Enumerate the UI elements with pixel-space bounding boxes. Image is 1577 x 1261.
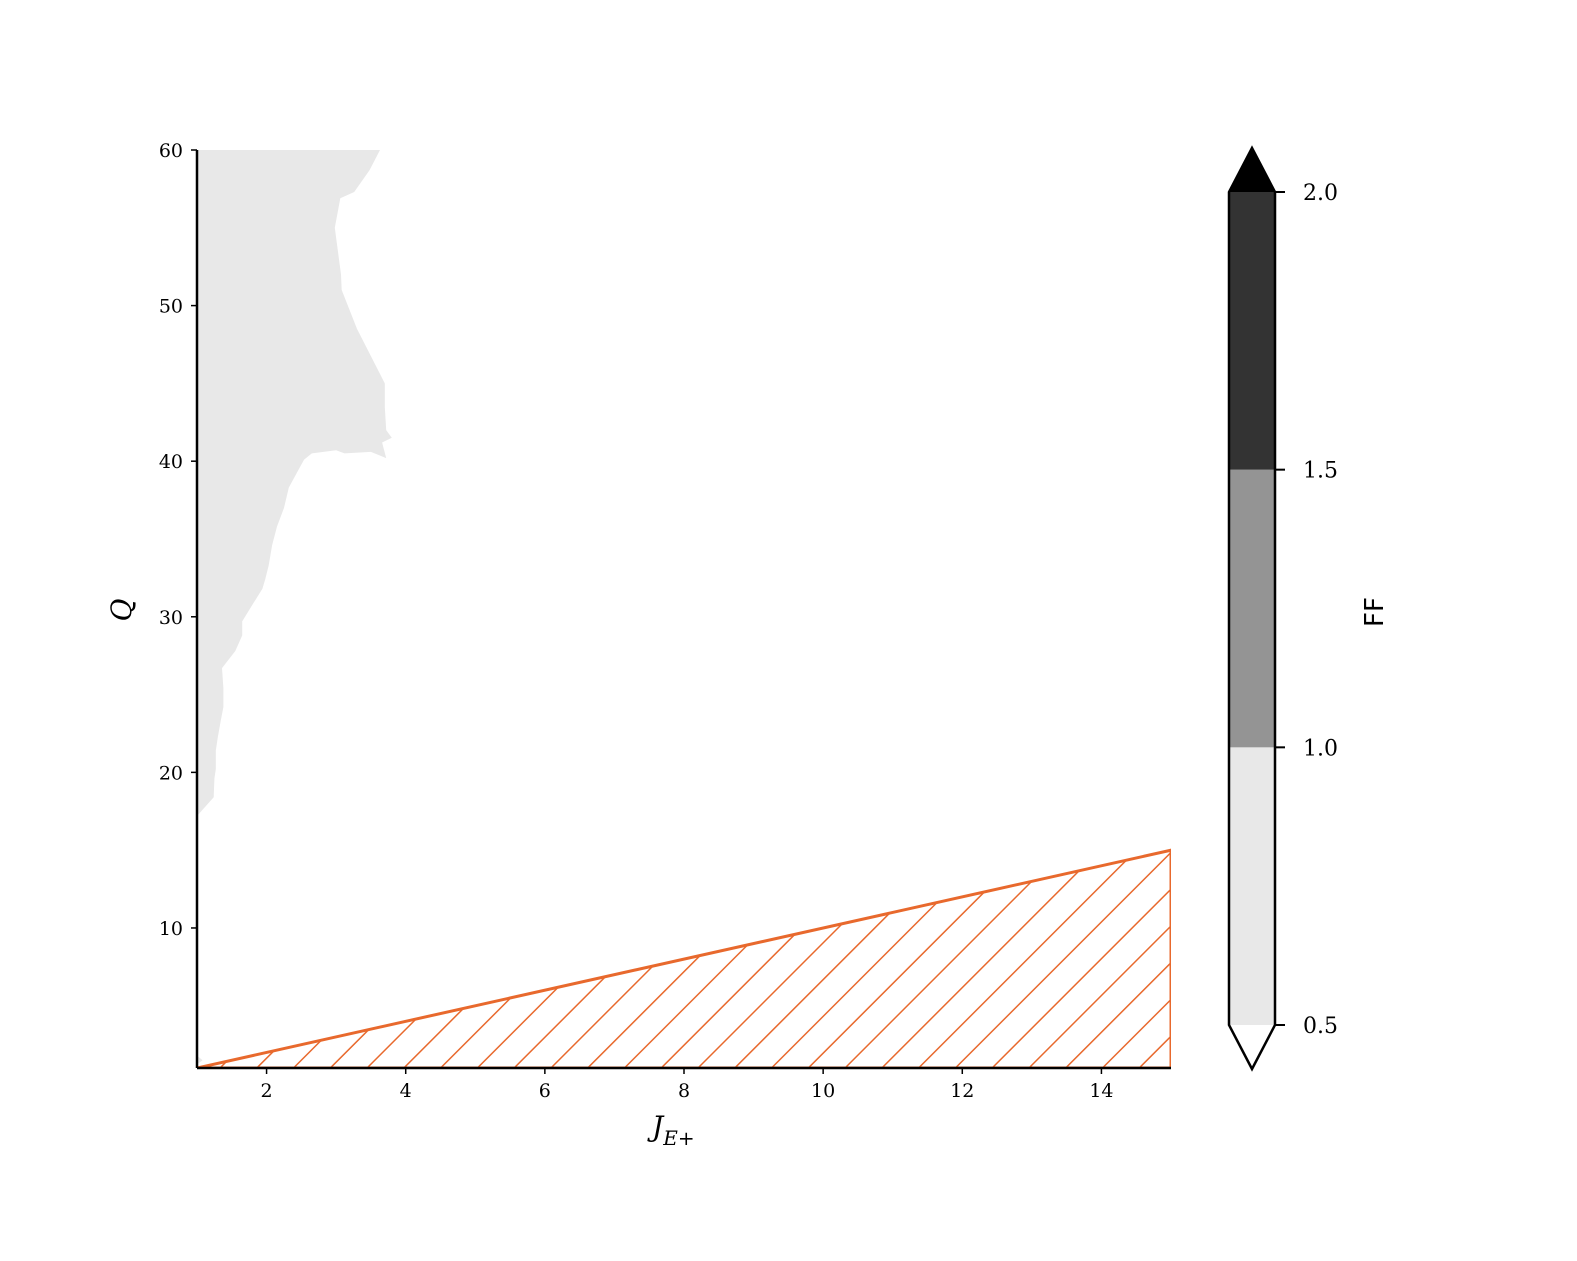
y-tick-label: 20 [159,762,183,784]
contour-region-0-0 [197,150,392,1068]
y-tick-label: 60 [159,140,183,162]
y-ticks: 10 20 30 40 50 60 [159,140,197,940]
colorbar-segment [1229,747,1275,1025]
y-tick-label: 50 [159,296,183,318]
x-tick-label: 6 [539,1080,551,1102]
hatched-infeasible-region [197,848,1171,1068]
x-ticks: 2 4 6 8 10 12 14 [261,1068,1114,1102]
colorbar-extend-min [1229,1025,1275,1069]
colorbar-extend-max [1229,148,1275,192]
colorbar-label: FF [1360,597,1390,627]
y-axis-label: Q [105,598,138,621]
hatched-region-fill [197,848,1171,1068]
colorbar-segment [1229,192,1275,470]
colorbar-tick-label: 1.0 [1303,736,1338,761]
colorbar-segment [1229,469,1275,748]
y-tick-label: 30 [159,607,183,629]
x-axis-label: JE+ [647,1110,695,1150]
y-tick-label: 10 [159,918,183,940]
colorbar: 0.5 1.0 1.5 2.0 [1227,145,1338,1072]
x-tick-label: 12 [950,1080,974,1102]
x-tick-label: 8 [678,1080,690,1102]
x-tick-label: 2 [261,1080,273,1102]
colorbar-tick-label: 1.5 [1303,459,1338,484]
x-tick-label: 10 [811,1080,835,1102]
colorbar-tick-label: 2.0 [1303,181,1338,206]
y-tick-label: 40 [159,451,183,473]
contour-regions [197,150,392,1068]
x-tick-label: 4 [400,1080,412,1102]
x-tick-label: 14 [1089,1080,1113,1102]
colorbar-tick-label: 0.5 [1303,1014,1338,1039]
